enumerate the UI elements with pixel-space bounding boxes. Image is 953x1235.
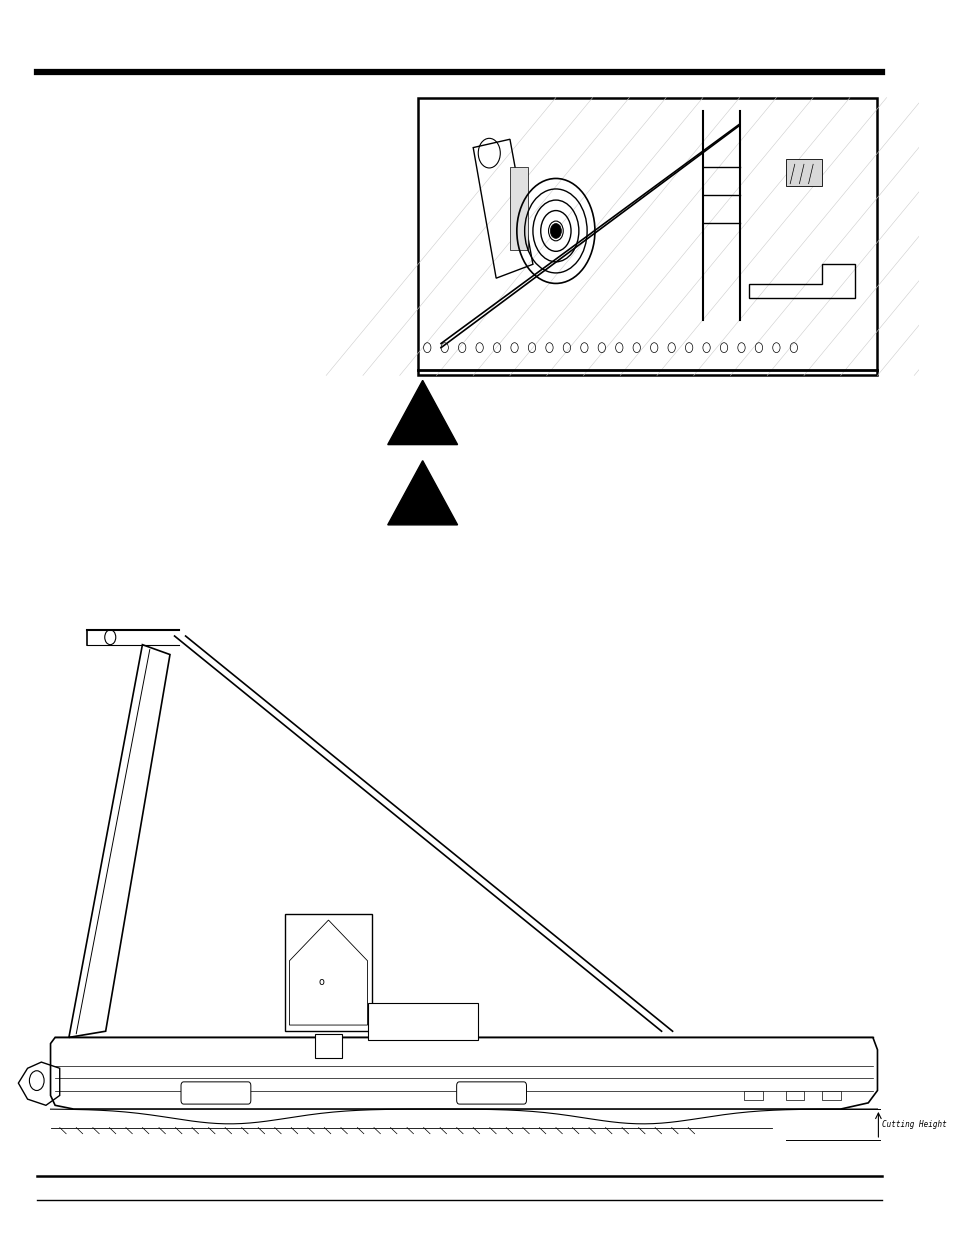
Bar — [315, 1034, 341, 1058]
Text: o: o — [318, 977, 324, 987]
Bar — [417, 98, 877, 375]
FancyBboxPatch shape — [181, 1082, 251, 1104]
Bar — [743, 1091, 761, 1100]
Text: Cutting Height: Cutting Height — [882, 1120, 945, 1129]
Bar — [784, 1091, 803, 1100]
Bar — [821, 1091, 840, 1100]
Circle shape — [550, 224, 560, 238]
Polygon shape — [387, 380, 457, 445]
FancyBboxPatch shape — [456, 1082, 526, 1104]
Bar — [510, 167, 528, 251]
Bar — [784, 159, 821, 186]
Bar — [367, 1003, 477, 1040]
Bar — [285, 914, 372, 1031]
Polygon shape — [387, 461, 457, 525]
